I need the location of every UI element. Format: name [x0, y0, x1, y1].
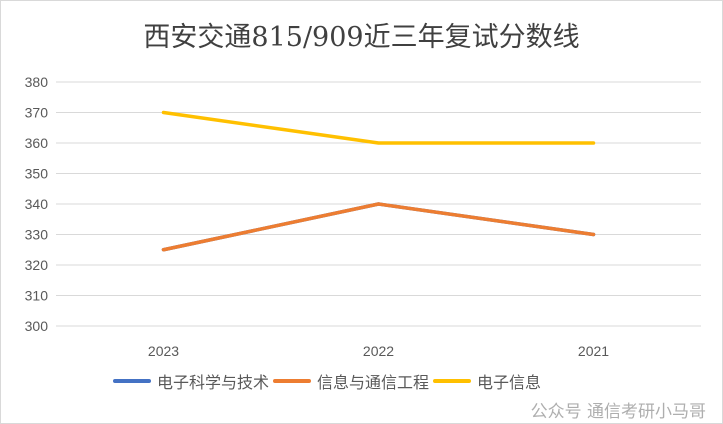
y-tick-label: 370 — [25, 105, 49, 121]
y-tick-label: 380 — [25, 74, 49, 90]
y-tick-label: 320 — [25, 257, 49, 273]
x-tick-label: 2023 — [148, 343, 179, 359]
legend-item-2: 电子信息 — [433, 369, 541, 393]
legend-swatch — [113, 379, 151, 383]
legend-swatch — [273, 379, 312, 383]
watermark: 公众号 通信考研小马哥 — [530, 402, 706, 422]
y-tick-label: 340 — [25, 196, 49, 212]
x-tick-label: 2021 — [578, 343, 609, 359]
legend: 电子科学与技术 信息与通信工程 电子信息 — [113, 369, 545, 393]
chart-title: 西安交通815/909近三年复试分数线 — [143, 22, 580, 53]
series-line-1 — [161, 202, 596, 252]
legend-label: 电子信息 — [477, 373, 542, 392]
legend-label: 信息与通信工程 — [317, 373, 430, 392]
legend-item-0: 电子科学与技术 — [113, 369, 269, 393]
y-tick-label: 330 — [25, 227, 49, 243]
y-tick-label: 360 — [25, 135, 49, 151]
series-line-2 — [161, 110, 596, 145]
legend-label: 电子科学与技术 — [157, 373, 270, 392]
y-tick-label: 310 — [25, 288, 49, 304]
y-tick-label: 350 — [25, 166, 49, 182]
legend-item-1: 信息与通信工程 — [273, 369, 429, 393]
legend-swatch — [433, 379, 472, 383]
x-tick-label: 2022 — [363, 343, 394, 359]
y-tick-label: 300 — [25, 318, 49, 334]
